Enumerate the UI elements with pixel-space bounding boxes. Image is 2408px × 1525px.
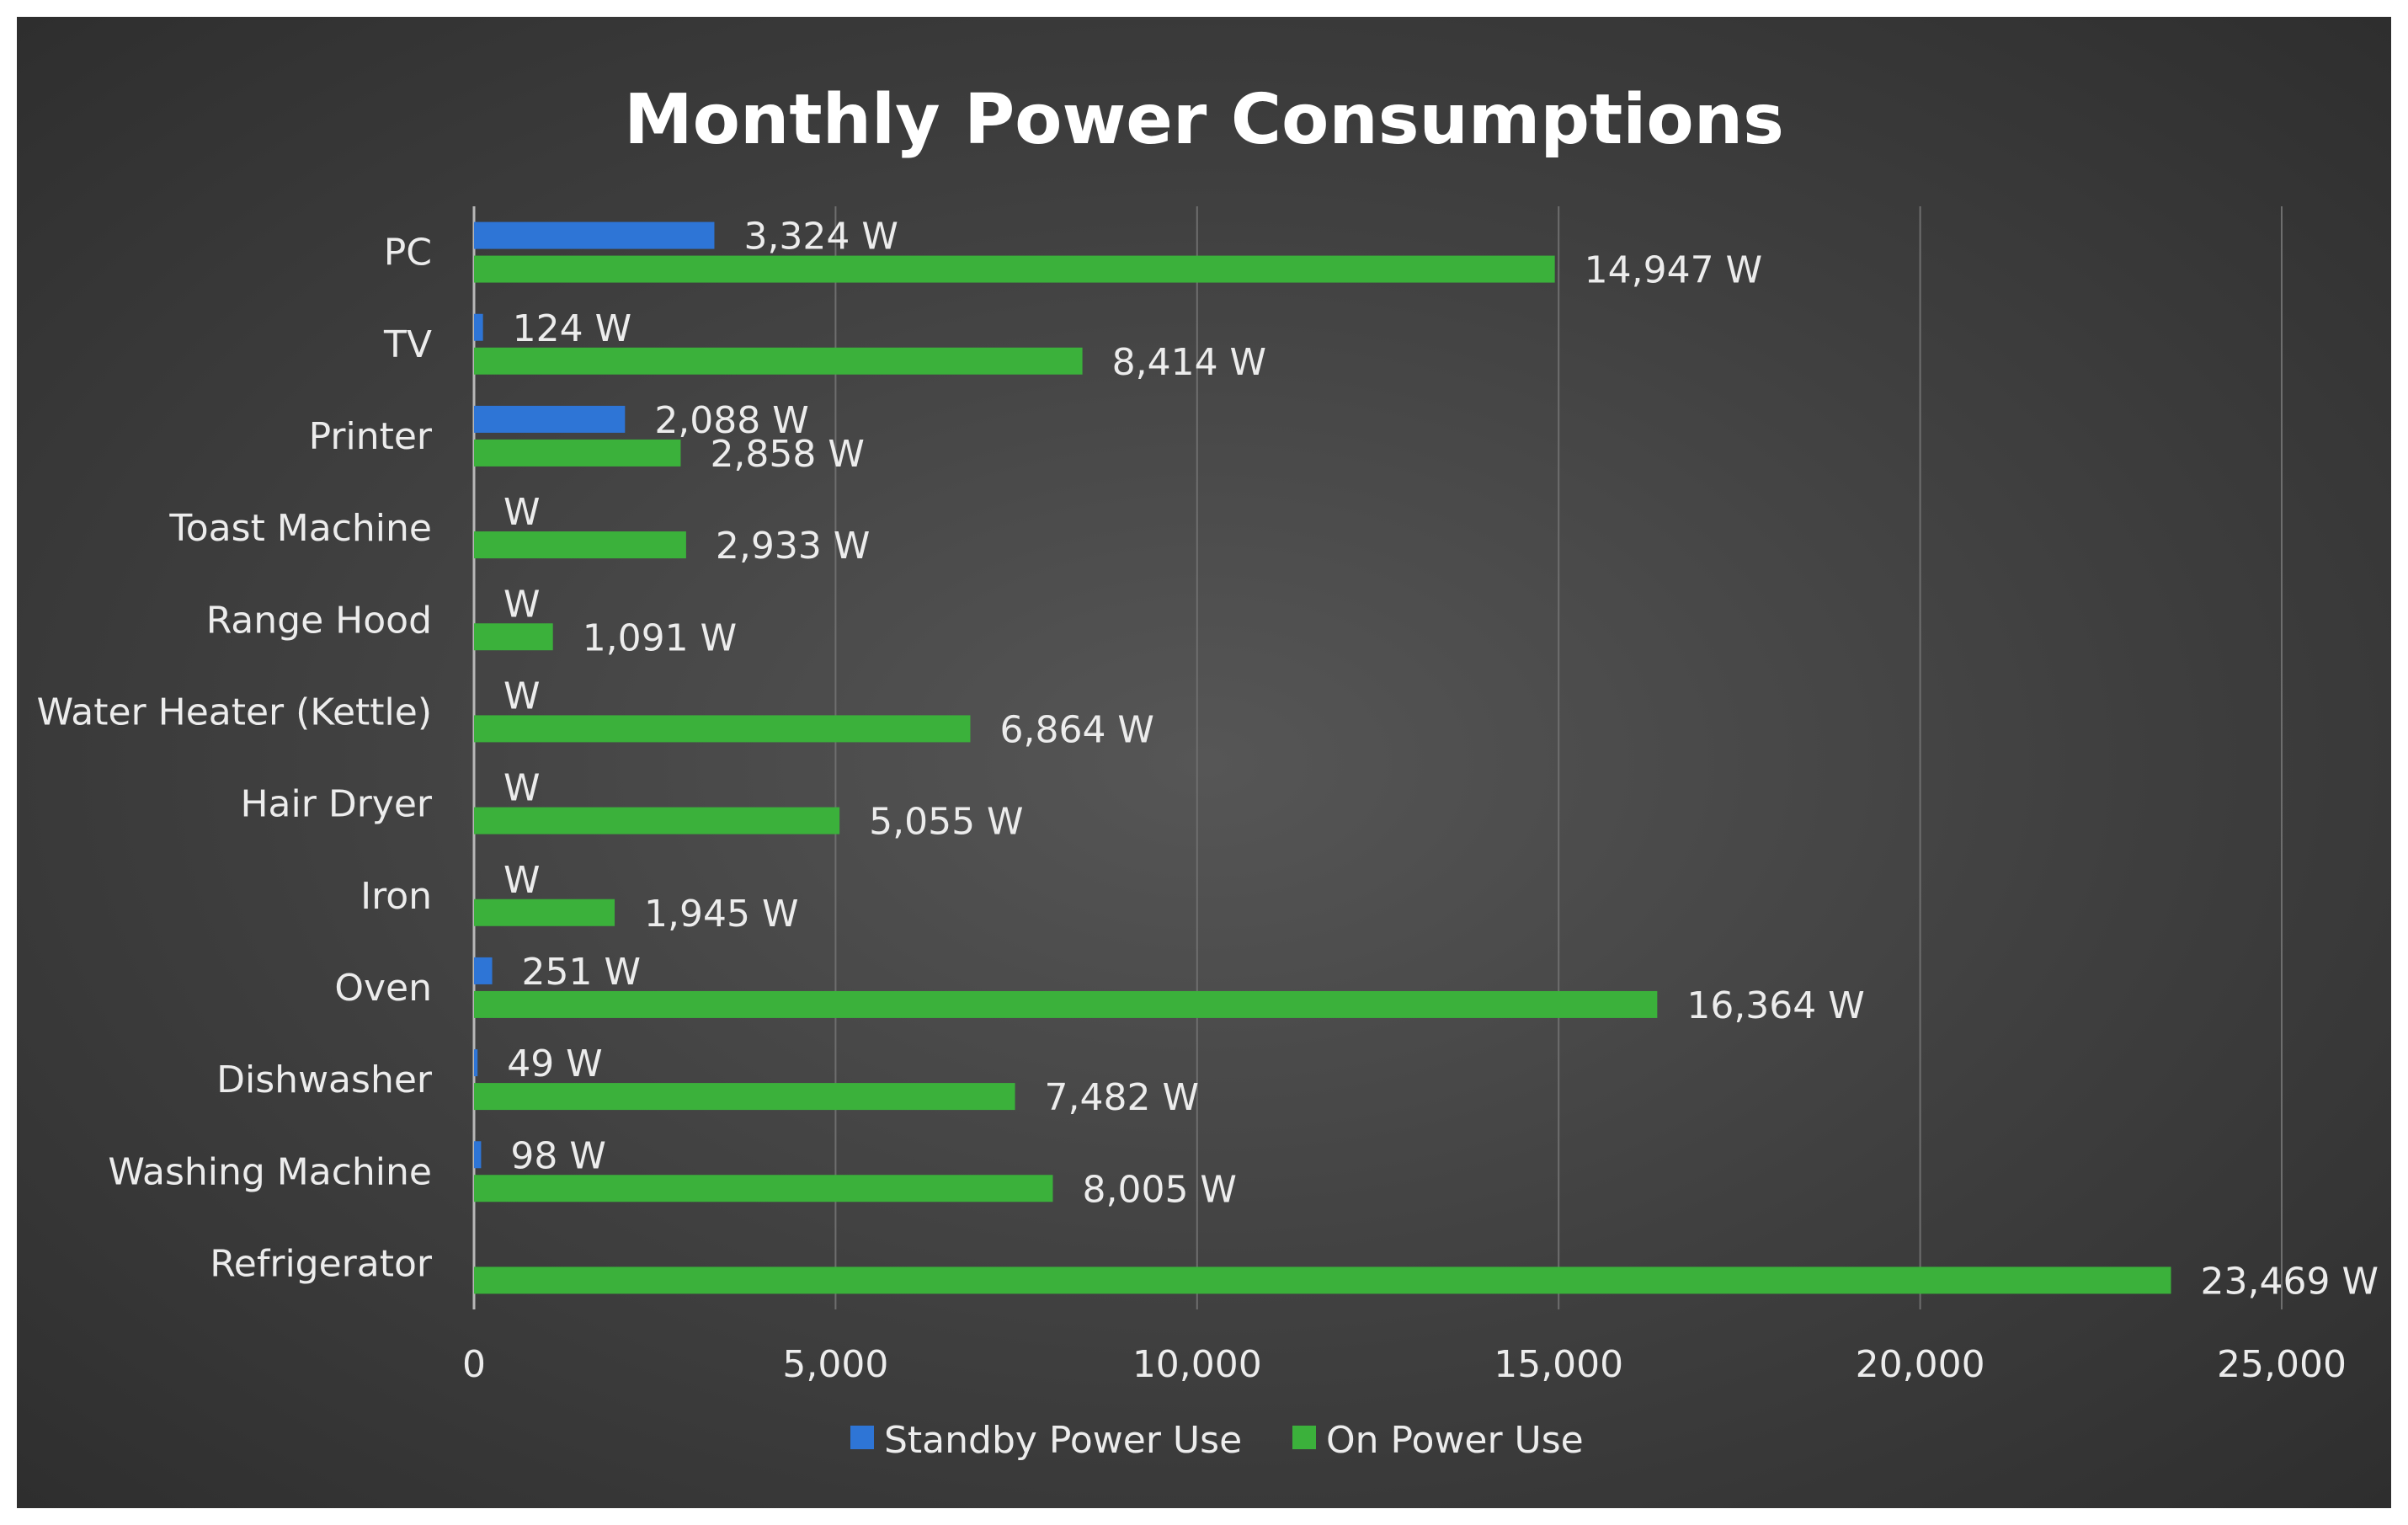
bar-chart: Monthly Power Consumptions 3,324 W 14,947…: [37, 80, 2379, 1462]
standby-data-label: W: [503, 583, 541, 626]
on-power-bar: [474, 347, 1083, 375]
legend-label-standby: Standby Power Use: [884, 1419, 1242, 1462]
x-tick-label: 5,000: [782, 1343, 888, 1386]
standby-data-label: 124 W: [513, 307, 631, 350]
on-power-data-label: 6,864 W: [999, 708, 1153, 751]
on-power-bar: [474, 807, 840, 834]
on-power-data-label: 8,414 W: [1112, 341, 1266, 384]
standby-data-label: W: [503, 675, 541, 717]
on-power-data-label: 1,091 W: [583, 616, 737, 659]
legend: Standby Power Use On Power Use: [850, 1419, 1584, 1462]
standby-data-label: W: [503, 491, 541, 534]
on-power-data-label: 16,364 W: [1686, 984, 1864, 1027]
x-tick-label: 20,000: [1856, 1343, 1985, 1386]
category-label: PC: [384, 232, 432, 275]
bars: [474, 221, 2171, 1294]
on-power-bar: [474, 898, 615, 926]
on-power-bar: [474, 439, 681, 467]
category-label: TV: [383, 323, 432, 366]
gridlines: [472, 206, 2283, 1309]
on-power-data-label: 2,858 W: [710, 433, 864, 476]
standby-bar: [474, 405, 626, 433]
standby-bar: [474, 221, 715, 249]
chart-title: Monthly Power Consumptions: [624, 80, 1784, 160]
standby-data-label: 3,324 W: [743, 216, 898, 259]
on-power-data-label: 7,482 W: [1045, 1076, 1199, 1119]
on-power-data-label: 8,005 W: [1082, 1168, 1236, 1211]
category-label: Oven: [334, 967, 432, 1010]
standby-data-label: W: [503, 859, 541, 902]
standby-bar: [474, 957, 493, 984]
standby-data-label: 2,088 W: [654, 399, 808, 442]
legend-swatch-on-power: [1292, 1426, 1316, 1449]
category-label: Hair Dryer: [240, 783, 432, 826]
standby-data-label: 98 W: [510, 1134, 605, 1177]
standby-bar: [474, 1049, 478, 1077]
category-label: Toast Machine: [168, 507, 432, 550]
standby-data-label: 49 W: [507, 1042, 602, 1085]
category-label: Printer: [309, 415, 433, 458]
chart-frame: Monthly Power Consumptions 3,324 W 14,947…: [17, 17, 2391, 1508]
category-label: Washing Machine: [108, 1150, 432, 1193]
x-tick-label: 10,000: [1132, 1343, 1262, 1386]
on-power-data-label: 1,945 W: [644, 893, 798, 936]
x-tick-label: 0: [462, 1343, 486, 1386]
on-power-bar: [474, 531, 686, 559]
on-power-bar: [474, 990, 1658, 1018]
on-power-bar: [474, 715, 971, 743]
standby-bar: [474, 313, 483, 341]
legend-label-on-power: On Power Use: [1326, 1419, 1584, 1462]
category-axis: PC TV Printer Toast Machine Range Hood Water …: [37, 232, 433, 1286]
standby-data-label: 251 W: [522, 951, 641, 994]
on-power-bar: [474, 1266, 2171, 1294]
on-power-data-label: 5,055 W: [869, 801, 1023, 844]
on-power-data-label: 14,947 W: [1585, 249, 1762, 292]
legend-swatch-standby: [850, 1426, 874, 1449]
category-label: Range Hood: [206, 599, 432, 642]
data-labels: 3,324 W 14,947 W 124 W 8,414 W 2,088 W2,858 …: [503, 216, 2379, 1304]
on-power-data-label: 23,469 W: [2201, 1260, 2379, 1303]
on-power-bar: [474, 1083, 1015, 1111]
on-power-bar: [474, 1175, 1053, 1202]
on-power-data-label: 2,933 W: [716, 525, 870, 568]
standby-bar: [474, 1141, 482, 1169]
x-tick-label: 25,000: [2217, 1343, 2347, 1386]
category-label: Refrigerator: [210, 1242, 433, 1285]
x-tick-label: 15,000: [1494, 1343, 1623, 1386]
on-power-bar: [474, 255, 1555, 283]
category-label: Water Heater (Kettle): [37, 691, 432, 733]
category-label: Iron: [360, 875, 432, 918]
on-power-bar: [474, 623, 553, 651]
standby-data-label: W: [503, 767, 541, 810]
value-axis: 0 5,000 10,000 15,000 20,000 25,000: [462, 1343, 2347, 1386]
category-label: Dishwasher: [216, 1058, 433, 1101]
